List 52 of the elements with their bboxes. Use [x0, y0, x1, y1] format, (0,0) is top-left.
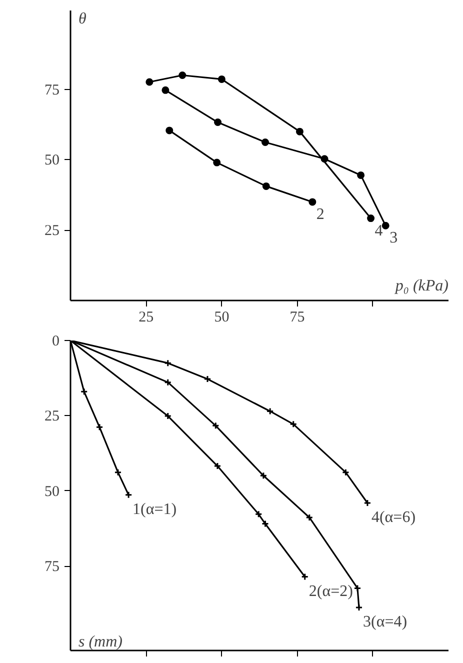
point — [342, 468, 350, 476]
point — [357, 171, 365, 179]
annotation: 3(α=4) — [362, 613, 408, 630]
point — [214, 118, 222, 126]
point — [212, 422, 220, 430]
point — [164, 412, 172, 420]
point — [214, 462, 222, 470]
point — [213, 158, 221, 166]
point — [96, 423, 104, 431]
x-tick-label: 75 — [290, 310, 305, 326]
y-tick-label: 75 — [44, 559, 60, 576]
point — [254, 510, 262, 518]
point — [178, 72, 186, 79]
point — [218, 75, 226, 83]
point — [382, 222, 390, 230]
x-tick-label: 50 — [214, 310, 230, 326]
y-tick-label: 50 — [44, 152, 60, 169]
point — [261, 520, 269, 528]
x-tick-label: 25 — [138, 310, 154, 326]
point — [367, 214, 375, 222]
point — [266, 407, 274, 415]
y-tick-label: 75 — [44, 82, 60, 98]
point — [320, 155, 328, 163]
y-tick-label: 0 — [52, 334, 60, 350]
point — [114, 468, 122, 476]
y-axis-title: s (mm) — [78, 634, 122, 650]
annotation: 4 — [374, 222, 383, 240]
point — [164, 378, 172, 386]
point — [166, 126, 174, 134]
point — [308, 198, 316, 206]
point — [146, 78, 154, 86]
point — [306, 514, 314, 522]
point — [261, 138, 269, 146]
annotation: 4(α=6) — [371, 509, 416, 526]
point — [164, 359, 172, 367]
annotation: 1(α=1) — [132, 500, 177, 518]
x-axis-title: p₀ (kPa) — [394, 278, 448, 294]
point — [290, 420, 298, 428]
y-tick-label: 25 — [44, 223, 60, 240]
y-tick-label: 50 — [44, 484, 60, 500]
point — [162, 86, 170, 94]
y-axis-title: θ — [78, 10, 86, 28]
annotation: 2 — [316, 206, 324, 223]
point — [80, 388, 88, 396]
point — [260, 472, 268, 480]
point — [262, 182, 270, 190]
annotation: 2(α=2) — [308, 582, 353, 600]
point — [296, 128, 304, 136]
point — [204, 375, 212, 383]
point — [354, 584, 362, 592]
y-tick-label: 25 — [44, 408, 60, 425]
annotation: 3 — [390, 230, 398, 247]
